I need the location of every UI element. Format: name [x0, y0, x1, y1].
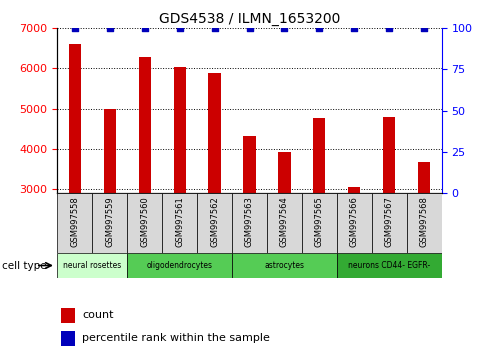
Text: count: count [82, 310, 114, 320]
Bar [104, 109, 116, 193]
Bar [57, 193, 92, 253]
Bar [127, 253, 232, 278]
Bar [337, 253, 442, 278]
Text: GSM997563: GSM997563 [245, 196, 254, 247]
Text: neural rosettes: neural rosettes [63, 261, 121, 270]
Bar [197, 193, 232, 253]
Text: GSM997565: GSM997565 [315, 196, 324, 247]
Text: cell type: cell type [2, 261, 47, 271]
Point [106, 25, 114, 31]
Text: GSM997562: GSM997562 [210, 196, 219, 247]
Bar [383, 117, 395, 193]
Text: GSM997561: GSM997561 [175, 196, 184, 247]
Text: GSM997559: GSM997559 [105, 196, 114, 247]
Text: GSM997566: GSM997566 [350, 196, 359, 247]
Bar [313, 118, 325, 193]
Bar [407, 193, 442, 253]
Text: astrocytes: astrocytes [264, 261, 304, 270]
Bar [232, 193, 267, 253]
Point [315, 25, 323, 31]
Bar [244, 136, 255, 193]
Bar [278, 152, 290, 193]
Bar [139, 57, 151, 193]
Point [176, 25, 184, 31]
Text: GSM997567: GSM997567 [385, 196, 394, 247]
Bar [174, 67, 186, 193]
Point [71, 25, 79, 31]
Text: GSM997568: GSM997568 [420, 196, 429, 247]
Title: GDS4538 / ILMN_1653200: GDS4538 / ILMN_1653200 [159, 12, 340, 26]
Bar [418, 162, 430, 193]
Bar [57, 253, 127, 278]
Bar [127, 193, 162, 253]
Bar [69, 44, 81, 193]
Bar [302, 193, 337, 253]
Point [385, 25, 393, 31]
Bar [92, 193, 127, 253]
Bar [337, 193, 372, 253]
Bar [232, 253, 337, 278]
Point [141, 25, 149, 31]
Text: GSM997558: GSM997558 [70, 196, 79, 247]
Bar [267, 193, 302, 253]
Text: oligodendrocytes: oligodendrocytes [147, 261, 213, 270]
Point [420, 25, 428, 31]
Point [211, 25, 219, 31]
Point [280, 25, 288, 31]
Bar [162, 193, 197, 253]
Point [246, 25, 253, 31]
Bar [61, 308, 75, 323]
Bar [61, 331, 75, 346]
Point [350, 25, 358, 31]
Text: GSM997560: GSM997560 [140, 196, 149, 247]
Bar [348, 187, 360, 193]
Bar [372, 193, 407, 253]
Text: percentile rank within the sample: percentile rank within the sample [82, 333, 270, 343]
Text: GSM997564: GSM997564 [280, 196, 289, 247]
Text: neurons CD44- EGFR-: neurons CD44- EGFR- [348, 261, 430, 270]
Bar [209, 73, 221, 193]
